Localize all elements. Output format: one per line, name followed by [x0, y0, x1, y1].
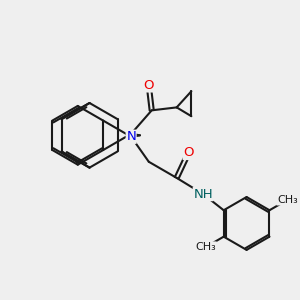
Text: CH₃: CH₃: [196, 242, 216, 252]
Text: O: O: [183, 146, 194, 159]
Text: N: N: [126, 130, 136, 143]
Text: NH: NH: [193, 188, 213, 201]
Text: CH₃: CH₃: [277, 195, 298, 205]
Text: O: O: [143, 79, 154, 92]
